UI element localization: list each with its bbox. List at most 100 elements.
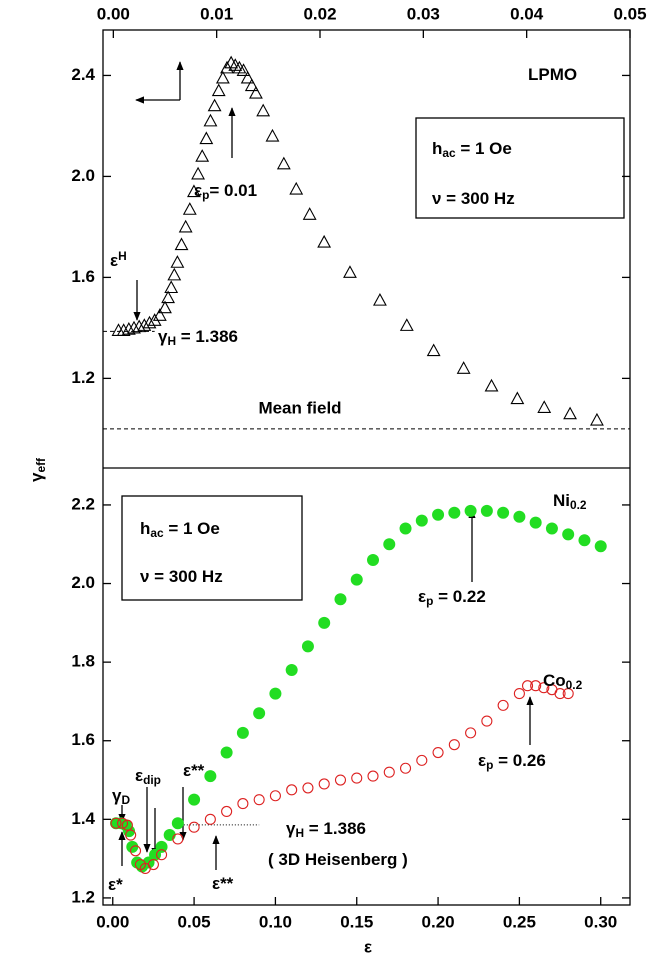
data-point	[236, 63, 251, 76]
text-part: ε	[478, 751, 486, 770]
data-point	[163, 829, 176, 842]
data-point	[253, 707, 266, 720]
text-part: ν = 300 Hz	[432, 189, 515, 208]
data-point	[170, 255, 185, 268]
arrows	[118, 61, 534, 870]
data-point	[110, 817, 122, 829]
y-tick-label: 1.2	[71, 887, 95, 906]
data-point	[237, 798, 249, 810]
data-point	[132, 319, 147, 333]
data-point	[302, 207, 317, 220]
data-point	[594, 540, 607, 553]
text-part: ( 3D Heisenberg )	[268, 850, 408, 869]
subscript: ac	[150, 526, 164, 540]
data-point	[513, 510, 526, 523]
data-point	[432, 746, 444, 759]
data-point	[172, 833, 184, 845]
data-point	[188, 821, 200, 833]
data-point	[211, 83, 226, 97]
data-point	[286, 784, 298, 796]
subscript: H	[167, 334, 176, 348]
x-tick-label: 0.03	[407, 4, 440, 23]
data-point	[289, 181, 304, 195]
data-point	[221, 805, 233, 818]
data-point	[373, 292, 387, 306]
data-point	[426, 343, 441, 357]
y-axis-label: γeff	[27, 458, 47, 482]
data-point	[465, 727, 477, 739]
data-point	[521, 680, 534, 692]
data-point	[116, 817, 129, 829]
annotation: εp = 0.26	[478, 751, 546, 771]
data-point	[127, 320, 141, 334]
data-point	[191, 166, 205, 180]
x-tick-label: 0.10	[259, 912, 292, 931]
data-point	[554, 688, 566, 700]
text-part: ν = 300 Hz	[140, 567, 223, 586]
annotation: γD	[112, 786, 130, 806]
y-tick-label: 2.4	[71, 65, 95, 84]
y-tick-label: 1.6	[71, 267, 95, 286]
data-point	[178, 219, 193, 233]
data-point	[513, 688, 525, 700]
data-point	[164, 280, 179, 294]
text-part: Co	[543, 671, 566, 690]
subscript: 0.2	[566, 678, 583, 692]
subscript: 0.2	[570, 498, 587, 512]
data-point	[265, 128, 280, 142]
subscript: p	[426, 594, 433, 608]
annotation: ε*	[108, 875, 123, 894]
annotation: εdip	[135, 766, 161, 786]
data-point	[383, 766, 395, 778]
data-point	[285, 663, 298, 676]
data-point	[188, 793, 201, 806]
data-point	[578, 534, 591, 547]
annotation: εp = 0.22	[418, 587, 486, 607]
data-point	[167, 267, 182, 281]
annotation: Ni0.2	[553, 491, 587, 511]
annotation: hac = 1 Oe	[140, 519, 220, 539]
data-point	[236, 726, 249, 739]
x-tick-label: 0.04	[510, 4, 544, 23]
data-point	[317, 234, 332, 248]
data-point	[562, 688, 574, 700]
y-tick-label: 1.2	[71, 368, 95, 387]
y-tick-label: 2.2	[71, 494, 95, 513]
data-point	[481, 715, 493, 727]
data-point	[537, 400, 552, 413]
x-axis-label: ε	[364, 937, 372, 956]
text-part: ε	[194, 181, 202, 200]
data-point	[367, 770, 379, 782]
data-point	[142, 315, 157, 329]
annotation: ε**	[183, 761, 205, 780]
data-point	[562, 528, 575, 541]
data-point	[203, 113, 218, 127]
data-point	[456, 361, 471, 374]
data-point	[244, 78, 259, 92]
y-tick-label: 1.4	[71, 809, 95, 828]
annotation: Co0.2	[543, 671, 583, 691]
text-part: ε**	[183, 761, 205, 780]
x-tick-label: 0.02	[303, 4, 336, 23]
data-point	[187, 184, 201, 198]
data-point	[464, 504, 477, 517]
data-point	[530, 680, 542, 692]
text-part: = 1 Oe	[164, 519, 220, 538]
x-tick-label: 0.25	[503, 912, 536, 931]
data-point	[121, 819, 133, 831]
annotation: hac = 1 Oe	[432, 139, 512, 159]
text-part: = 0.01	[209, 181, 257, 200]
text-part: ε	[135, 766, 143, 785]
data-point	[448, 506, 461, 519]
data-point	[351, 772, 363, 784]
y-tick-label: 1.8	[71, 652, 95, 671]
data-point	[367, 553, 380, 566]
data-point	[497, 699, 509, 711]
subscript: H	[295, 826, 304, 840]
legend-box	[121, 495, 303, 601]
data-point	[529, 516, 542, 529]
x-tick-label: 0.20	[422, 912, 455, 931]
x-tick-label: 0.30	[584, 912, 617, 931]
data-point	[269, 790, 281, 802]
y-tick-label: 2.0	[71, 166, 95, 185]
